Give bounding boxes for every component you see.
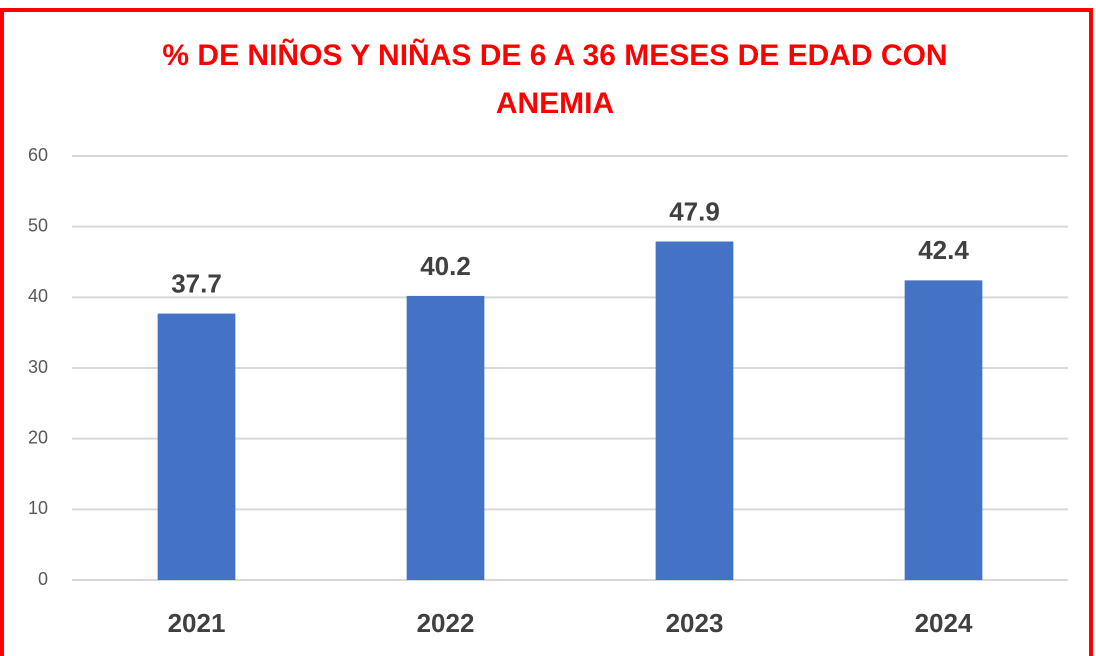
y-tick-label: 0 [38, 569, 48, 589]
bar [157, 313, 236, 580]
y-tick-label: 50 [28, 215, 48, 235]
chart-title: % DE NIÑOS Y NIÑAS DE 6 A 36 MESES DE ED… [162, 39, 948, 120]
data-label: 40.2 [420, 251, 471, 281]
y-tick-label: 40 [28, 286, 48, 306]
bar [406, 295, 485, 580]
x-tick-label: 2022 [417, 608, 475, 638]
data-label: 47.9 [669, 196, 720, 226]
y-tick-label: 60 [28, 145, 48, 165]
y-tick-label: 20 [28, 427, 48, 447]
x-tick-label: 2021 [168, 608, 226, 638]
frame [0, 8, 1093, 656]
y-tick-label: 30 [28, 357, 48, 377]
data-label: 37.7 [171, 268, 222, 298]
y-tick-label: 10 [28, 498, 48, 518]
x-tick-label: 2023 [666, 608, 724, 638]
bar [655, 241, 734, 581]
bar [904, 280, 983, 580]
data-label: 42.4 [918, 235, 969, 265]
x-tick-label: 2024 [915, 608, 973, 638]
